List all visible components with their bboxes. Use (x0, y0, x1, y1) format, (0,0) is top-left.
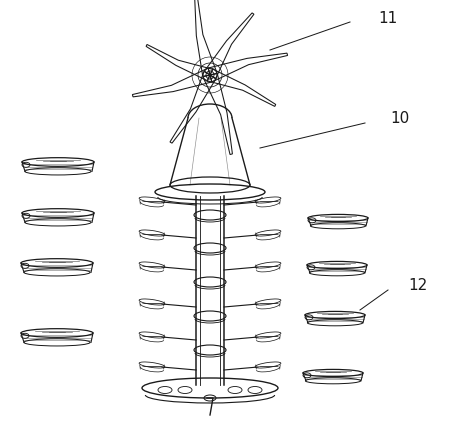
Text: 10: 10 (390, 110, 410, 125)
Text: 11: 11 (378, 11, 398, 26)
Text: 12: 12 (408, 279, 428, 293)
